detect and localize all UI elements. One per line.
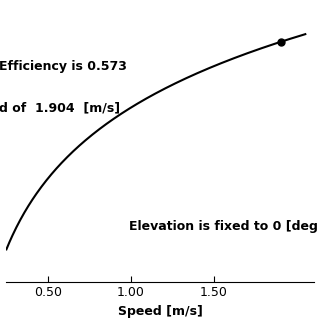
X-axis label: Speed [m/s]: Speed [m/s]: [117, 305, 203, 318]
Text: eed of  1.904  [m/s]: eed of 1.904 [m/s]: [0, 102, 120, 115]
Text: al Efficiency is 0.573: al Efficiency is 0.573: [0, 60, 127, 74]
Text: Elevation is fixed to 0 [deg: Elevation is fixed to 0 [deg: [129, 220, 318, 233]
